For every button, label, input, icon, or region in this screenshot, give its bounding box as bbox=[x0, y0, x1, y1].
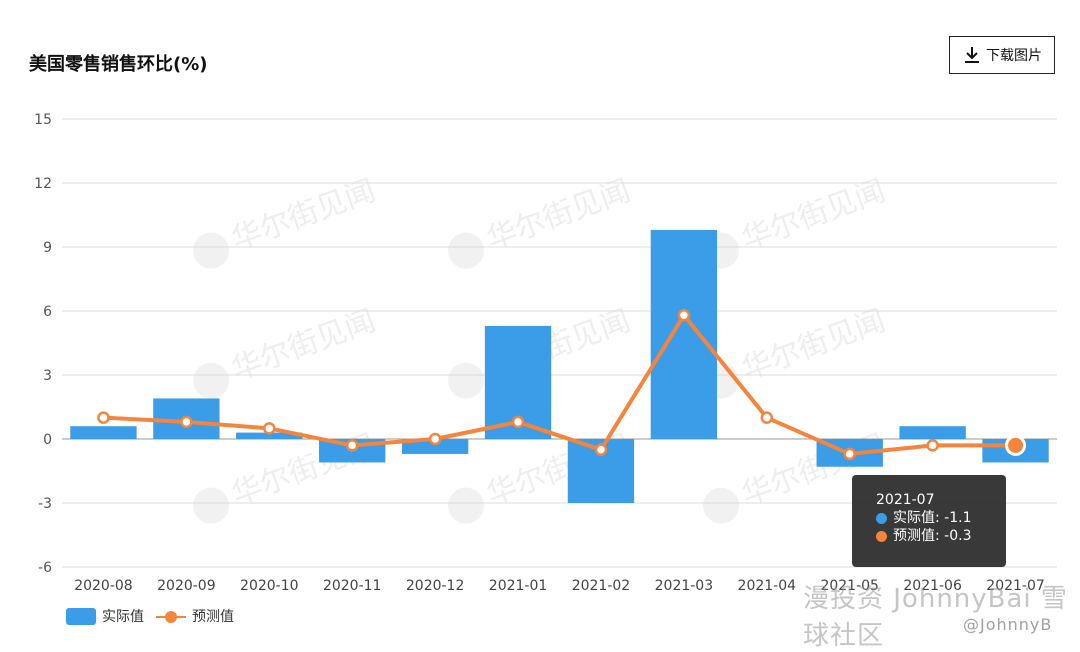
watermark-logo-icon bbox=[188, 483, 234, 529]
watermark-stamp: 华尔街见闻 bbox=[698, 303, 891, 403]
tooltip-dot-actual bbox=[876, 513, 887, 524]
watermark-logo-icon bbox=[443, 358, 489, 404]
y-tick-label: 9 bbox=[43, 240, 52, 256]
watermark-stamp: 华尔街见闻 bbox=[188, 303, 381, 403]
legend-line-swatch bbox=[156, 608, 186, 625]
forecast-point bbox=[513, 417, 523, 427]
x-tick-label: 2021-02 bbox=[572, 578, 631, 594]
y-tick-label: 15 bbox=[34, 112, 52, 128]
legend: 实际值 预测值 bbox=[66, 606, 246, 626]
forecast-point bbox=[928, 440, 938, 450]
y-tick-label: -3 bbox=[38, 496, 52, 512]
watermark-logo-icon bbox=[698, 483, 744, 529]
y-tick-label: -6 bbox=[38, 560, 52, 576]
bar-actual bbox=[899, 426, 965, 439]
forecast-point bbox=[1007, 436, 1025, 454]
watermark-stamp: 华尔街见闻 bbox=[188, 173, 381, 273]
x-tick-label: 2020-09 bbox=[157, 578, 216, 594]
y-tick-label: 0 bbox=[43, 432, 52, 448]
x-tick-label: 2020-11 bbox=[323, 578, 382, 594]
x-tick-label: 2021-01 bbox=[489, 578, 548, 594]
watermark-logo-icon bbox=[443, 483, 489, 529]
legend-label-forecast: 预测值 bbox=[192, 606, 234, 626]
forecast-point bbox=[430, 434, 440, 444]
legend-item-actual[interactable]: 实际值 bbox=[66, 606, 144, 626]
watermark-stamp: 华尔街见闻 bbox=[443, 173, 636, 273]
watermark-handle: @JohnnyB bbox=[963, 615, 1052, 634]
x-tick-label: 2020-10 bbox=[240, 578, 299, 594]
watermark-text-label: 华尔街见闻 bbox=[227, 173, 380, 257]
forecast-point bbox=[762, 413, 772, 423]
y-tick-label: 3 bbox=[43, 368, 52, 384]
watermark-logo-icon bbox=[188, 228, 234, 274]
y-tick-label: 12 bbox=[34, 176, 52, 192]
x-tick-label: 2020-12 bbox=[406, 578, 465, 594]
chart-tooltip: 2021-07 实际值: -1.1 预测值: -0.3 bbox=[852, 475, 1006, 567]
tooltip-value-actual: 实际值: -1.1 bbox=[893, 509, 971, 527]
watermark-logo-icon bbox=[443, 228, 489, 274]
x-tick-label: 2021-03 bbox=[655, 578, 714, 594]
tooltip-dot-forecast bbox=[876, 531, 887, 542]
watermark-text-label: 华尔街见闻 bbox=[482, 173, 635, 257]
tooltip-value-forecast: 预测值: -0.3 bbox=[893, 527, 971, 545]
watermark-stamp: 华尔街见闻 bbox=[698, 173, 891, 273]
forecast-point bbox=[98, 413, 108, 423]
forecast-point bbox=[679, 310, 689, 320]
legend-label-actual: 实际值 bbox=[102, 606, 144, 626]
watermark-text-label: 华尔街见闻 bbox=[737, 173, 890, 257]
y-tick-label: 6 bbox=[43, 304, 52, 320]
bar-actual bbox=[651, 230, 717, 439]
forecast-point bbox=[181, 417, 191, 427]
forecast-point bbox=[596, 445, 606, 455]
forecast-point bbox=[845, 449, 855, 459]
forecast-point bbox=[347, 440, 357, 450]
x-tick-label: 2020-08 bbox=[74, 578, 133, 594]
legend-bar-swatch bbox=[66, 608, 96, 625]
forecast-point bbox=[264, 423, 274, 433]
x-tick-label: 2021-04 bbox=[738, 578, 797, 594]
bar-actual bbox=[70, 426, 136, 439]
tooltip-row-actual: 实际值: -1.1 bbox=[876, 509, 1006, 527]
tooltip-category: 2021-07 bbox=[876, 491, 1006, 509]
legend-item-forecast[interactable]: 预测值 bbox=[156, 606, 234, 626]
tooltip-row-forecast: 预测值: -0.3 bbox=[876, 527, 1006, 545]
watermark-logo-icon bbox=[188, 358, 234, 404]
